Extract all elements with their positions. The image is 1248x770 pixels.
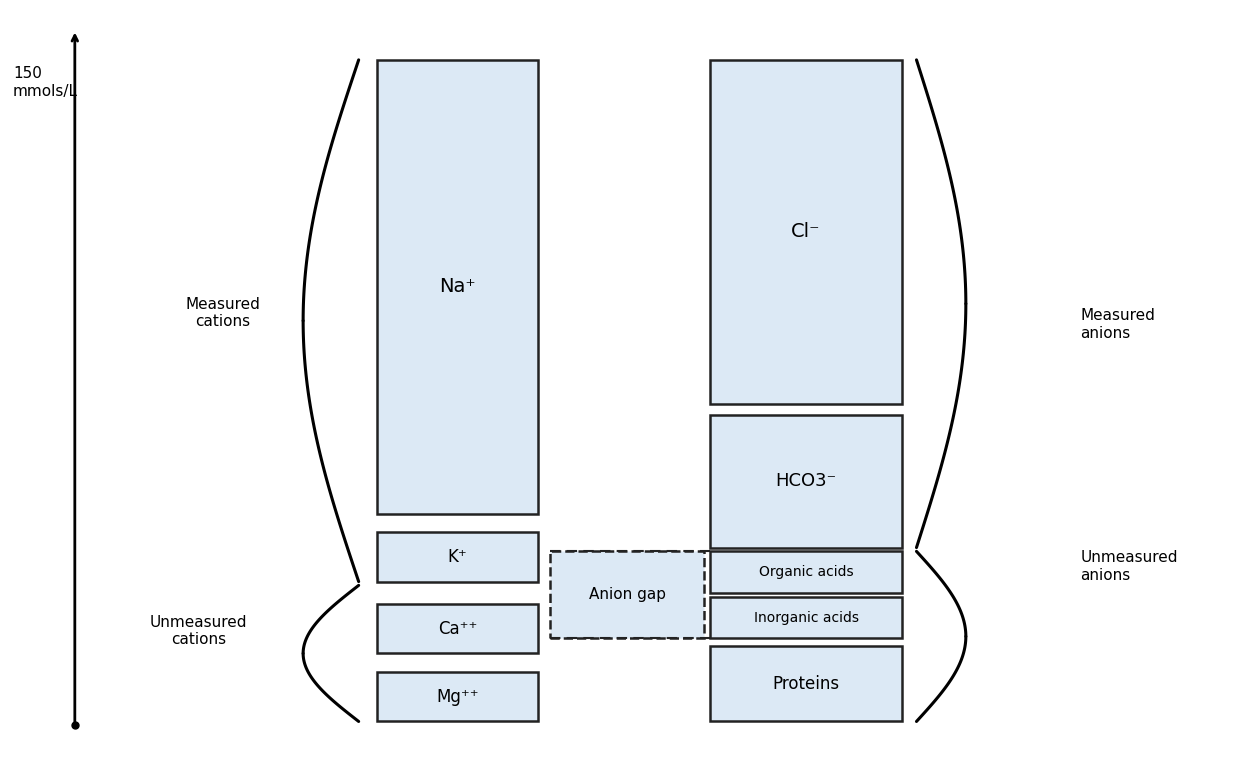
Bar bbox=[710, 597, 901, 638]
Text: Unmeasured
cations: Unmeasured cations bbox=[150, 614, 247, 647]
Text: Organic acids: Organic acids bbox=[759, 565, 854, 579]
Bar bbox=[710, 60, 901, 404]
Text: Ca⁺⁺: Ca⁺⁺ bbox=[438, 620, 477, 638]
Bar bbox=[710, 646, 901, 721]
Bar bbox=[710, 551, 901, 593]
Text: Unmeasured
anions: Unmeasured anions bbox=[1081, 551, 1178, 583]
Text: Proteins: Proteins bbox=[773, 675, 840, 693]
Text: Measured
anions: Measured anions bbox=[1081, 308, 1156, 340]
Bar bbox=[377, 532, 538, 581]
Bar bbox=[550, 551, 704, 638]
Bar bbox=[377, 60, 538, 514]
Text: Mg⁺⁺: Mg⁺⁺ bbox=[436, 688, 479, 706]
Text: Inorganic acids: Inorganic acids bbox=[754, 611, 859, 624]
Text: 150
mmols/L: 150 mmols/L bbox=[14, 66, 79, 99]
Text: K⁺: K⁺ bbox=[448, 548, 467, 566]
Bar bbox=[377, 672, 538, 721]
Text: HCO3⁻: HCO3⁻ bbox=[775, 473, 836, 490]
Bar bbox=[377, 604, 538, 654]
Bar bbox=[710, 415, 901, 547]
Text: Cl⁻: Cl⁻ bbox=[791, 223, 821, 241]
Text: Na⁺: Na⁺ bbox=[439, 277, 475, 296]
Text: Anion gap: Anion gap bbox=[589, 588, 665, 602]
Text: Measured
cations: Measured cations bbox=[186, 297, 261, 330]
